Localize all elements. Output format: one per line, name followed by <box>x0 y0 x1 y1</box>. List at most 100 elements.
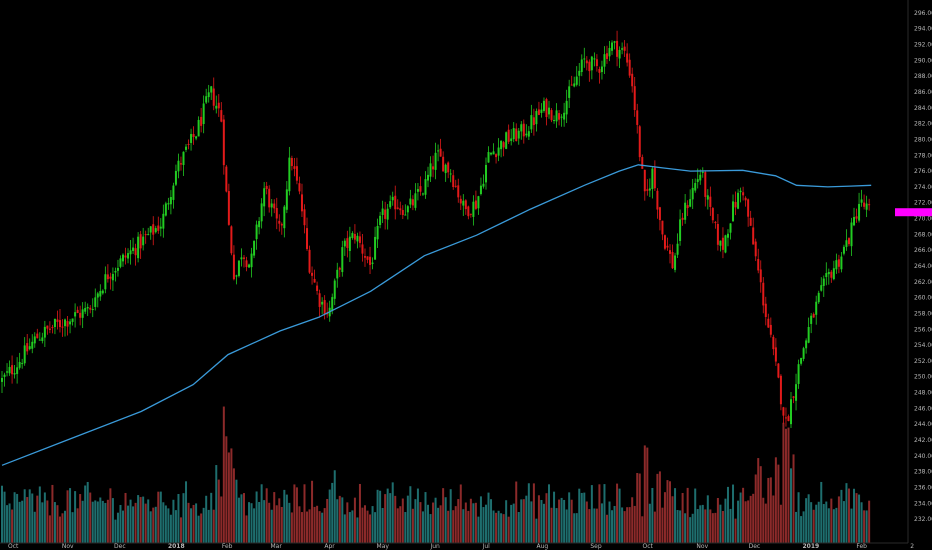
candle <box>752 217 755 245</box>
candle-body <box>260 203 263 222</box>
volume-bar <box>74 491 77 543</box>
price-tick-label: 274.00 <box>914 184 932 191</box>
candle <box>462 194 465 216</box>
volume-bar <box>553 491 556 543</box>
candle <box>106 264 109 283</box>
candle-body <box>512 128 515 140</box>
volume-bar <box>774 457 777 543</box>
volume-bar <box>558 499 561 543</box>
candle <box>825 262 828 286</box>
candle <box>805 338 808 354</box>
volume-bar <box>142 496 145 543</box>
candle-body <box>270 203 273 208</box>
candle-body <box>358 236 361 243</box>
candle <box>288 146 291 196</box>
volume-bar <box>815 504 818 543</box>
price-tick-label: 262.00 <box>914 279 932 286</box>
volume-bar <box>537 495 540 543</box>
candle <box>540 103 543 118</box>
candle-body <box>288 157 291 192</box>
candle-body <box>550 110 553 121</box>
volume-bar <box>295 487 298 543</box>
candle <box>401 205 404 220</box>
volume-bar <box>449 489 452 543</box>
candle-body <box>590 56 593 71</box>
volume-bar <box>38 486 41 543</box>
candle <box>477 195 480 215</box>
price-tick-label: 264.00 <box>914 263 932 270</box>
volume-bar <box>384 494 387 543</box>
volume-bar <box>185 481 188 543</box>
candle-body <box>424 179 427 195</box>
candle-body <box>275 208 278 219</box>
candle-body <box>790 399 793 425</box>
candle <box>333 278 336 306</box>
candle-body <box>754 241 757 257</box>
volume-bar <box>469 498 472 543</box>
volume-bar <box>812 509 815 543</box>
candle <box>293 157 296 177</box>
candle-body <box>258 221 261 228</box>
candle-body <box>842 246 845 254</box>
candle-body <box>686 205 689 209</box>
candle <box>487 146 490 163</box>
candle <box>174 164 177 186</box>
candle-body <box>472 201 475 217</box>
volume-bar <box>124 492 127 543</box>
candle <box>832 260 835 281</box>
candle-body <box>858 203 861 221</box>
candle <box>558 110 561 126</box>
volume-bar <box>205 495 208 543</box>
volume-bar <box>338 495 341 543</box>
price-tick-label: 286.00 <box>914 89 932 96</box>
last-price-box <box>895 208 932 217</box>
candle <box>674 252 677 273</box>
volume-bar <box>512 503 515 543</box>
price-axis: 232.00 234.00 236.00 238.00 240.00 242.00 244.… <box>914 10 932 523</box>
candle-body <box>510 138 513 141</box>
volume-bar <box>699 505 702 543</box>
candle-body <box>618 49 621 59</box>
candle <box>774 338 777 366</box>
candle-body <box>626 53 629 63</box>
candle <box>585 56 588 71</box>
price-tick-label: 288.00 <box>914 73 932 80</box>
candle <box>605 45 608 64</box>
volume-bar <box>76 508 79 543</box>
candle-body <box>295 166 298 181</box>
candle-body <box>457 185 460 198</box>
candle-body <box>822 278 825 286</box>
candle <box>669 244 672 264</box>
candle-body <box>89 307 92 310</box>
candle-body <box>573 83 576 87</box>
candle-body <box>86 306 89 309</box>
volume-bar <box>820 481 823 543</box>
candle-body <box>744 197 747 201</box>
candle-body <box>578 70 581 76</box>
candle-body <box>595 59 598 67</box>
candle-body <box>343 240 346 247</box>
candle <box>797 359 800 389</box>
candle <box>782 406 785 424</box>
volume-bar <box>505 500 508 543</box>
candle <box>784 407 787 427</box>
candle-body <box>555 110 558 122</box>
candle <box>3 372 6 387</box>
candle <box>147 227 150 236</box>
candle-body <box>868 204 871 206</box>
volume-bar <box>53 502 56 543</box>
volume-bar <box>139 497 142 543</box>
candle-body <box>666 245 669 248</box>
candle <box>638 125 641 162</box>
candle <box>792 395 795 404</box>
volume-bar <box>379 490 382 543</box>
candle-body <box>444 164 447 174</box>
candle-body <box>139 234 142 249</box>
volume-bar <box>548 484 551 543</box>
candle <box>250 247 253 278</box>
candle-body <box>121 254 124 262</box>
volume-bar <box>772 495 775 543</box>
volume-bar <box>510 504 513 543</box>
candle-body <box>507 129 510 142</box>
